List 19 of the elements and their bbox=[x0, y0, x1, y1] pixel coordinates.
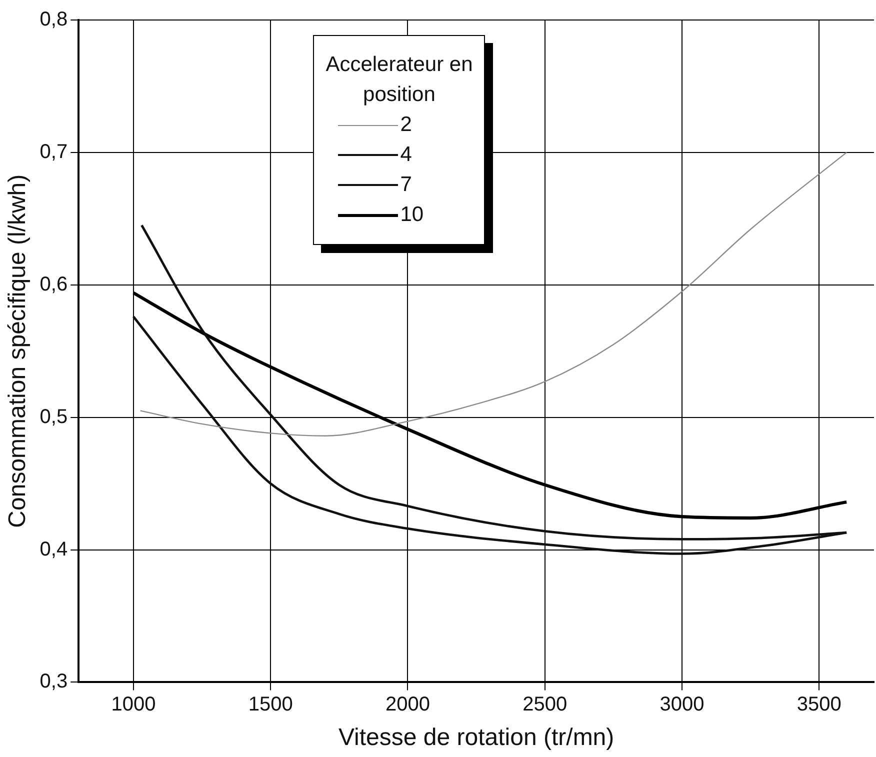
y-tick-label: 0,5 bbox=[40, 406, 68, 428]
legend-label: 10 bbox=[400, 203, 424, 227]
y-tick-label: 0,7 bbox=[40, 140, 68, 163]
legend-label: 4 bbox=[400, 143, 412, 167]
y-tick-label: 0,6 bbox=[40, 273, 68, 296]
x-tick-label: 3000 bbox=[660, 694, 704, 716]
x-axis-title: Vitesse de rotation (tr/mn) bbox=[338, 724, 614, 752]
legend-label: 2 bbox=[400, 113, 412, 137]
x-tick-label: 2000 bbox=[385, 694, 430, 716]
x-tick-label: 1500 bbox=[248, 694, 293, 716]
x-tick-label: 3500 bbox=[796, 694, 842, 716]
y-tick-label: 0,3 bbox=[40, 670, 68, 693]
x-tick-label: 2500 bbox=[522, 694, 568, 716]
y-tick-label: 0,8 bbox=[40, 8, 68, 31]
y-tick-label: 0,4 bbox=[40, 538, 68, 560]
y-axis-title: Consommation spécifique (l/kwh) bbox=[4, 174, 32, 528]
legend-title: Accelerateur en position bbox=[324, 52, 474, 108]
legend-label: 7 bbox=[400, 173, 412, 197]
x-tick-label: 1000 bbox=[111, 694, 156, 716]
